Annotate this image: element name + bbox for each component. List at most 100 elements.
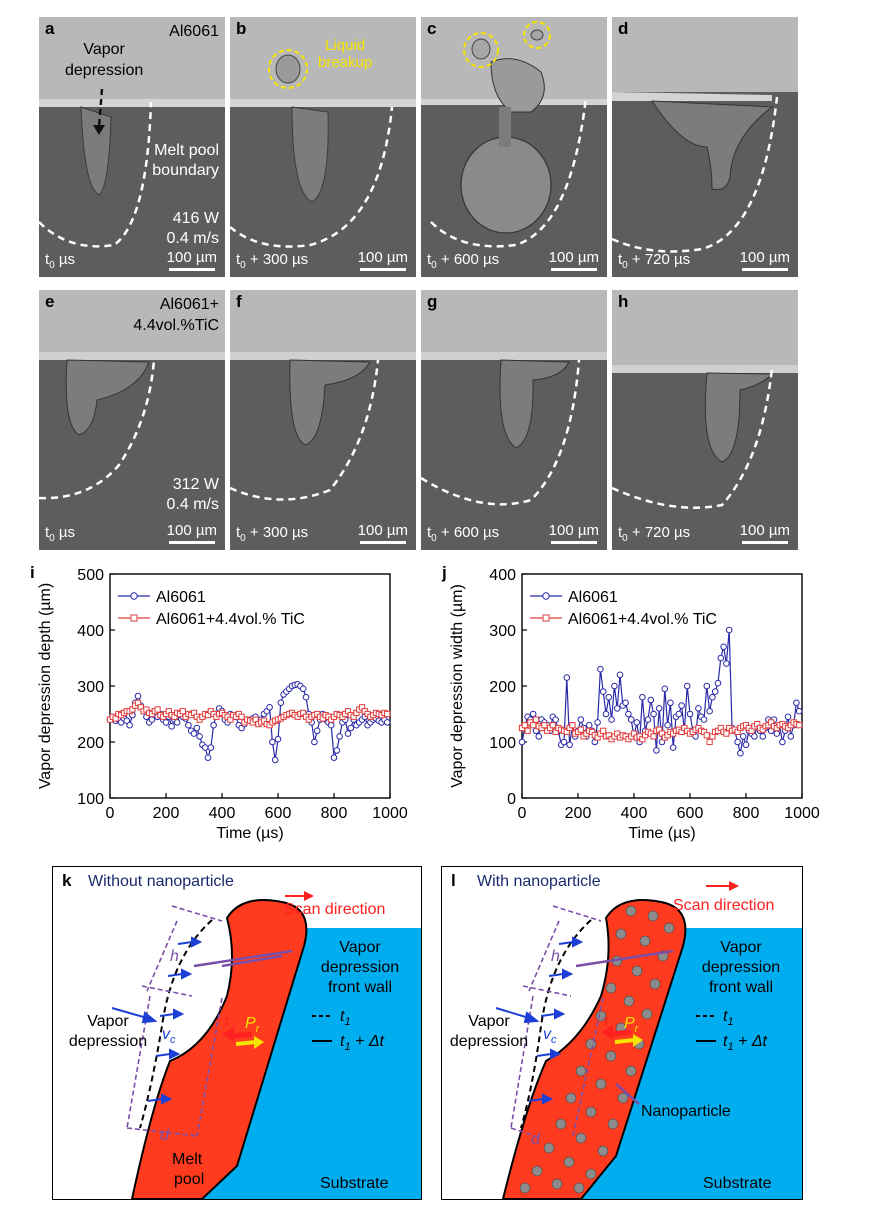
data-point [759,733,767,740]
tau-label: τ [224,1013,231,1030]
substrate-region [581,928,802,1199]
data-point [739,733,747,740]
data-point [201,744,209,751]
data-point [274,735,282,743]
x-tick-label: 200 [565,805,592,822]
t1-label: t1 [723,1008,734,1028]
schematic-title: With nanoparticle [477,873,601,890]
x-tick-label: 1000 [372,805,408,822]
legend-marker [542,614,550,622]
x-tick-label: 600 [677,805,704,822]
data-point [599,688,607,695]
data-point [703,732,710,739]
scale-bar: 100 µm [167,522,217,544]
pr-label: Pr [624,1015,640,1035]
melt-pool-annotation: Melt pool boundary [152,142,219,179]
data-point [597,665,604,673]
data-point [650,710,657,718]
legend-marker [130,614,138,622]
vapor-depression-label-2: depression [450,1033,528,1050]
data-point [521,722,528,729]
data-point [725,626,733,634]
nanoparticle [595,1078,607,1090]
data-point [613,705,621,712]
nanoparticle [631,965,643,977]
data-point [154,706,161,713]
xray-image [612,290,798,550]
data-point [271,756,279,764]
wall-label-1: Vapor [339,939,381,956]
melt-pool-region [130,899,308,1200]
liquid-breakup-annotation: Liquid breakup [318,37,373,71]
h-label: h [170,948,179,965]
data-point [683,682,691,690]
data-point [210,721,217,729]
legend-label: Al6061+4.4vol.% TiC [568,611,717,628]
data-point [336,733,343,740]
data-point [330,754,338,761]
data-point [179,708,186,715]
x-axis-label: Time (µs) [628,825,695,842]
data-point [795,707,803,715]
data-point [549,722,556,729]
data-point [577,716,585,723]
h-label: h [551,948,560,965]
data-point [302,693,310,701]
legend-label: Al6061+4.4vol.% TiC [156,611,305,628]
data-point [734,738,741,746]
data-point [611,682,618,690]
time-label: t0 + 300 µs [236,251,309,271]
schematic-l: l With nanoparticle Scan direction Vapor… [441,866,803,1200]
data-point [299,685,307,693]
d-label: d [160,1127,170,1144]
data-point [344,730,352,737]
data-point [162,719,170,726]
data-point [204,754,212,761]
chart-depth: i 0 200 400 600 800 1000 100 200 300 400 500 Time (µ… [30,563,408,842]
d-label: d [531,1131,541,1148]
xray-panel-e: e Al6061+ 4.4vol.%TiC 312 W 0.4 m/s t0 µs … [39,290,225,550]
process-params: 416 W 0.4 m/s [166,210,219,247]
data-point [686,710,694,718]
time-label: t0 + 600 µs [427,251,500,271]
xray-image [230,290,416,550]
xray-panel-d: d t0 + 720 µs 100 µm [612,17,798,277]
panel-letter: e [45,292,55,311]
data-point [602,710,610,718]
data-point [661,685,669,693]
data-point [168,723,175,730]
x-tick-label: 0 [106,805,115,822]
plot-frame [521,573,803,799]
time-label: t0 + 300 µs [236,524,309,544]
data-point [737,749,744,757]
wall-label-3: front wall [328,979,392,996]
x-tick-label: 800 [733,805,760,822]
schematic-title: Without nanoparticle [88,873,234,890]
data-point [742,741,750,749]
xray-image [421,17,607,277]
data-point [541,722,548,729]
nanoparticle [543,1142,555,1154]
x-axis-label: Time (µs) [216,825,283,842]
y-axis-label: Vapor depression width (µm) [449,584,466,788]
wall-label-1: Vapor [720,939,762,956]
data-point [313,727,321,735]
data-point [793,699,800,707]
panel-letter: j [441,563,447,582]
data-point [720,643,727,651]
scale-bar: 100 µm [740,522,790,544]
data-point [655,705,663,712]
data-point [594,719,601,726]
nanoparticle [617,1092,629,1104]
data-point [650,733,657,740]
material-label: Al6061+ 4.4vol.%TiC [133,296,219,334]
x-tick-label: 0 [518,805,527,822]
nanoparticle [639,935,651,947]
nanoparticle [555,1118,567,1130]
nanoparticle [607,1118,619,1130]
wall-label-3: front wall [709,979,773,996]
x-tick-label: 200 [153,805,180,822]
data-point [695,705,702,712]
data-point [384,710,391,718]
nanoparticle [519,1182,531,1194]
